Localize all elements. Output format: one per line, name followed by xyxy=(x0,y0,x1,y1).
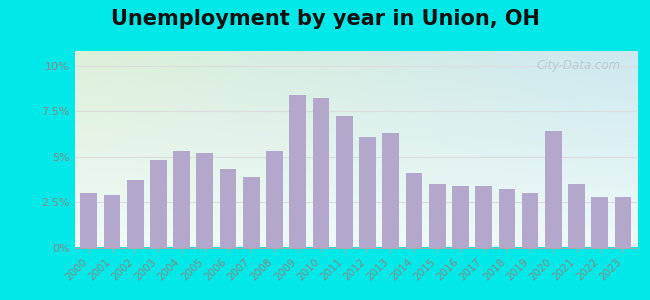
Bar xyxy=(452,186,469,247)
Bar xyxy=(174,151,190,247)
Bar xyxy=(220,169,237,248)
Bar xyxy=(196,153,213,248)
Bar xyxy=(429,184,445,248)
Text: City-Data.com: City-Data.com xyxy=(536,59,620,72)
Bar xyxy=(522,193,538,248)
Bar xyxy=(359,136,376,248)
Bar xyxy=(615,196,631,247)
Bar xyxy=(127,180,144,247)
Bar xyxy=(243,176,260,247)
Bar xyxy=(499,189,515,248)
Bar xyxy=(150,160,167,248)
Bar xyxy=(545,131,562,248)
Bar xyxy=(103,195,120,248)
Bar xyxy=(81,193,97,248)
Bar xyxy=(406,173,423,248)
Bar xyxy=(289,95,306,247)
Bar xyxy=(313,98,330,248)
Text: Unemployment by year in Union, OH: Unemployment by year in Union, OH xyxy=(111,9,540,29)
Bar xyxy=(382,133,399,248)
Bar xyxy=(475,186,492,247)
Bar xyxy=(336,116,352,248)
Bar xyxy=(568,184,585,248)
Bar xyxy=(592,196,608,247)
Bar xyxy=(266,151,283,247)
